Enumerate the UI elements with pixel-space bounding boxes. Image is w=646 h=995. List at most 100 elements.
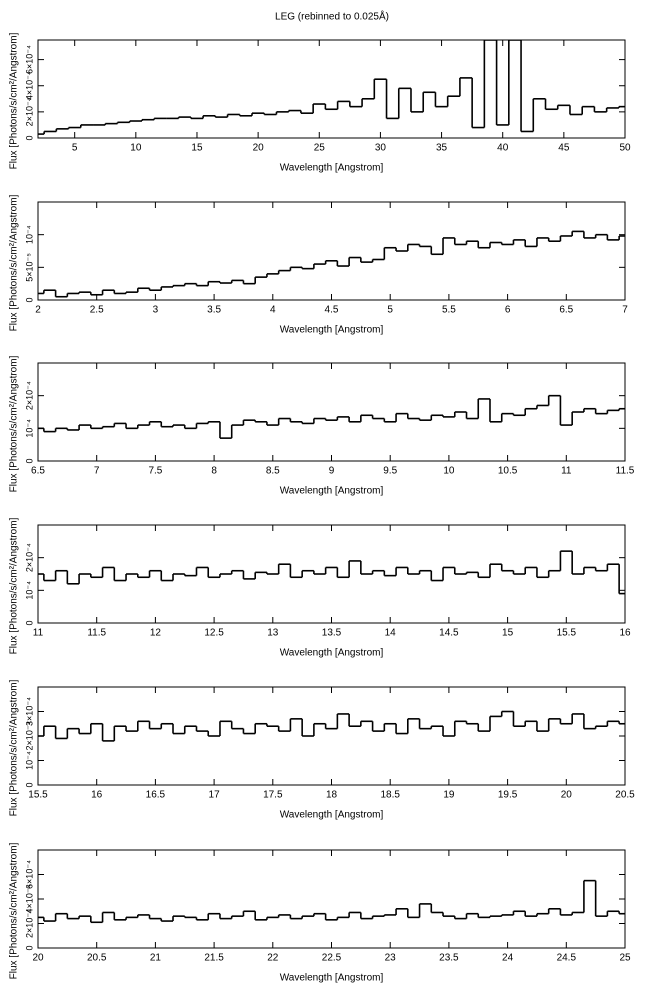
x-tick-label: 19.5 <box>498 790 518 801</box>
x-tick-label: 8 <box>211 466 217 477</box>
x-tick-label: 24.5 <box>557 953 577 964</box>
x-tick-label: 21 <box>150 953 162 964</box>
x-tick-label: 20 <box>253 143 265 154</box>
x-tick-label: 16.5 <box>146 790 166 801</box>
x-tick-label: 10.5 <box>498 466 518 477</box>
plot-data <box>38 710 625 742</box>
y-tick-label: 2×10⁻⁴ <box>24 381 34 410</box>
x-tick-label: 25 <box>619 953 631 964</box>
x-tick-label: 4 <box>270 305 276 316</box>
x-tick-label: 7 <box>622 305 628 316</box>
plot-data <box>38 394 625 439</box>
plot-frame <box>37 849 626 949</box>
x-tick-label: 50 <box>619 143 631 154</box>
x-tick-label: 10 <box>130 143 142 154</box>
x-tick-label: 40 <box>497 143 509 154</box>
chart-title: LEG (rebinned to 0.025Å) <box>275 10 389 23</box>
x-tick-label: 45 <box>558 143 570 154</box>
plot-data <box>38 40 625 135</box>
x-tick-label: 4.5 <box>325 305 339 316</box>
x-axis-label: Wavelength [Angstrom] <box>280 648 384 659</box>
x-tick-label: 6 <box>505 305 511 316</box>
y-tick-label: 5×10⁻⁵ <box>24 253 34 282</box>
x-tick-label: 30 <box>375 143 387 154</box>
y-axis-label: Flux [Photons/s/cm²/Angstrom] <box>9 842 20 979</box>
x-tick-label: 2.5 <box>90 305 104 316</box>
x-tick-label: 8.5 <box>266 466 280 477</box>
y-tick-label: 2×10⁻⁴ <box>24 721 34 750</box>
y-tick-label: 6×10⁻⁴ <box>24 45 34 74</box>
x-tick-label: 11 <box>561 466 572 477</box>
x-tick-label: 15.5 <box>28 790 48 801</box>
x-tick-label: 23.5 <box>439 953 459 964</box>
x-tick-label: 23 <box>385 953 397 964</box>
y-tick-label: 10⁻⁴ <box>24 581 34 600</box>
y-axis-label: Flux [Photons/s/cm²/Angstrom] <box>9 194 20 331</box>
y-tick-label: 4×10⁻⁴ <box>24 884 34 913</box>
x-tick-label: 3 <box>153 305 159 316</box>
y-tick-label: 0 <box>24 297 34 302</box>
y-axis-label: Flux [Photons/s/cm²/Angstrom] <box>9 517 20 654</box>
x-tick-label: 13 <box>267 628 279 639</box>
x-tick-label: 17 <box>209 790 221 801</box>
x-tick-label: 17.5 <box>263 790 283 801</box>
x-tick-label: 10 <box>443 466 455 477</box>
y-tick-label: 10⁻⁴ <box>24 751 34 770</box>
y-axis-label: Flux [Photons/s/cm²/Angstrom] <box>9 355 20 492</box>
y-tick-label: 6×10⁻⁴ <box>24 860 34 889</box>
plot-frame <box>37 362 626 462</box>
x-tick-label: 5.5 <box>442 305 456 316</box>
y-tick-label: 10⁻⁴ <box>24 419 34 438</box>
x-tick-label: 18 <box>326 790 338 801</box>
y-tick-label: 2×10⁻⁴ <box>24 97 34 126</box>
y-tick-label: 0 <box>24 620 34 625</box>
y-tick-label: 0 <box>24 135 34 140</box>
y-tick-label: 0 <box>24 458 34 463</box>
x-tick-label: 20 <box>561 790 573 801</box>
x-tick-label: 9 <box>329 466 335 477</box>
plot-frame <box>37 201 626 301</box>
y-tick-label: 2×10⁻⁴ <box>24 543 34 572</box>
x-tick-label: 16 <box>91 790 103 801</box>
x-tick-label: 21.5 <box>204 953 224 964</box>
y-tick-label: 10⁻⁴ <box>24 225 34 244</box>
plot-data <box>38 230 625 298</box>
x-tick-label: 22 <box>267 953 279 964</box>
x-tick-label: 24 <box>502 953 514 964</box>
x-tick-label: 11.5 <box>87 628 106 639</box>
x-tick-label: 16 <box>619 628 631 639</box>
x-tick-label: 6.5 <box>559 305 573 316</box>
x-tick-label: 5 <box>72 143 78 154</box>
x-tick-label: 15 <box>502 628 514 639</box>
plot-data <box>38 550 625 595</box>
y-tick-label: 2×10⁻⁴ <box>24 909 34 938</box>
y-tick-label: 3×10⁻⁴ <box>24 697 34 726</box>
x-tick-label: 3.5 <box>207 305 221 316</box>
x-tick-label: 11.5 <box>616 466 635 477</box>
plot-frame <box>37 686 626 786</box>
x-tick-label: 7 <box>94 466 100 477</box>
x-tick-label: 15 <box>191 143 203 154</box>
x-tick-label: 20.5 <box>87 953 107 964</box>
y-tick-label: 0 <box>24 945 34 950</box>
x-tick-label: 20 <box>32 953 44 964</box>
y-axis-label: Flux [Photons/s/cm²/Angstrom] <box>9 32 20 169</box>
x-tick-label: 12.5 <box>204 628 224 639</box>
x-tick-label: 15.5 <box>557 628 577 639</box>
plot-frame <box>37 39 626 139</box>
x-tick-label: 22.5 <box>322 953 342 964</box>
x-axis-label: Wavelength [Angstrom] <box>280 973 384 984</box>
x-tick-label: 9.5 <box>383 466 397 477</box>
x-tick-label: 11 <box>33 628 44 639</box>
x-tick-label: 5 <box>387 305 393 316</box>
x-tick-label: 18.5 <box>380 790 400 801</box>
x-axis-label: Wavelength [Angstrom] <box>280 163 384 174</box>
y-tick-label: 0 <box>24 782 34 787</box>
x-tick-label: 19 <box>443 790 455 801</box>
y-axis-label: Flux [Photons/s/cm²/Angstrom] <box>9 679 20 816</box>
x-tick-label: 14.5 <box>439 628 459 639</box>
x-tick-label: 6.5 <box>31 466 45 477</box>
x-tick-label: 35 <box>436 143 448 154</box>
x-axis-label: Wavelength [Angstrom] <box>280 486 384 497</box>
